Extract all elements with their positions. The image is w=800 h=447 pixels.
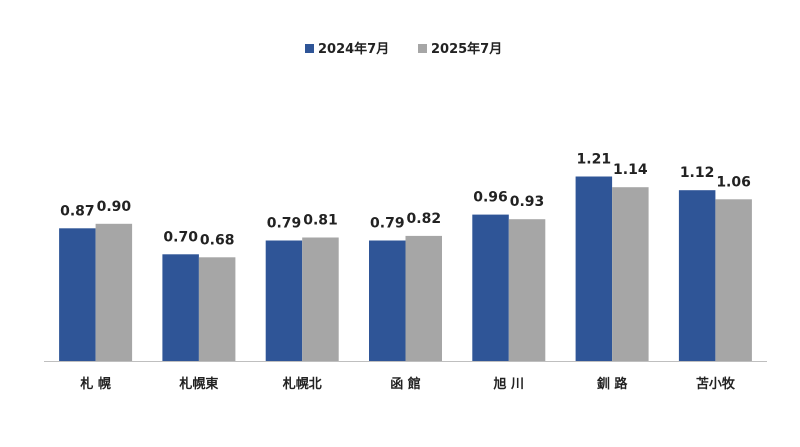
- legend-label-1: 2025年7月: [431, 41, 502, 57]
- value-label-1-0: 0.90: [97, 199, 132, 215]
- bar-1-0: [95, 223, 133, 362]
- legend: 2024年7月 2025年7月: [305, 41, 502, 57]
- category-label-6: 苫小牧: [696, 376, 736, 392]
- value-label-0-1: 0.70: [163, 229, 198, 245]
- category-label-0: 札 幌: [79, 376, 111, 392]
- category-labels: 札 幌 札幌東 札幌北 函 館 旭 川 釧 路 苫小牧: [79, 376, 736, 392]
- value-label-1-6: 1.06: [716, 174, 751, 190]
- category-label-2: 札幌北: [282, 376, 322, 392]
- bar-1-4: [508, 219, 546, 361]
- bar-0-3: [369, 240, 406, 361]
- bar-0-2: [265, 240, 303, 361]
- value-label-0-4: 0.96: [473, 190, 508, 206]
- legend-label-0: 2024年7月: [318, 41, 389, 57]
- category-label-1: 札幌東: [178, 376, 218, 392]
- value-label-0-5: 1.21: [577, 152, 612, 168]
- value-label-0-6: 1.12: [680, 165, 715, 181]
- value-label-1-4: 0.93: [510, 194, 545, 210]
- value-label-0-2: 0.79: [267, 216, 302, 232]
- bar-1-2: [302, 237, 339, 361]
- bar-0-5: [575, 176, 613, 361]
- value-label-1-2: 0.81: [303, 213, 338, 229]
- bar-1-5: [612, 187, 649, 361]
- value-label-0-0: 0.87: [60, 203, 95, 219]
- bar-0-0: [59, 228, 96, 361]
- bar-0-4: [472, 214, 509, 361]
- legend-swatch-0: [305, 44, 314, 53]
- bar-0-1: [162, 254, 199, 362]
- value-label-0-3: 0.79: [370, 216, 405, 232]
- bar-1-6: [715, 199, 752, 361]
- bar-0-6: [678, 190, 716, 361]
- category-label-5: 釧 路: [597, 376, 629, 392]
- value-label-1-3: 0.82: [407, 211, 442, 227]
- category-label-3: 函 館: [390, 376, 421, 392]
- value-label-1-1: 0.68: [200, 232, 235, 248]
- bar-1-1: [198, 257, 236, 361]
- legend-swatch-1: [418, 44, 427, 53]
- data-labels: 0.87 0.900.70 0.680.79 0.81 0.79 0.820.96 0.93…: [60, 152, 751, 249]
- value-label-1-5: 1.14: [613, 162, 648, 178]
- bar-1-3: [405, 235, 442, 361]
- category-label-4: 旭 川: [493, 376, 525, 392]
- bars: [59, 176, 752, 362]
